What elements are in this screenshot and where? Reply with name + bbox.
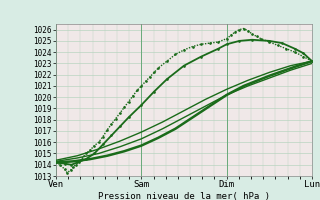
X-axis label: Pression niveau de la mer( hPa ): Pression niveau de la mer( hPa ) bbox=[98, 192, 270, 200]
